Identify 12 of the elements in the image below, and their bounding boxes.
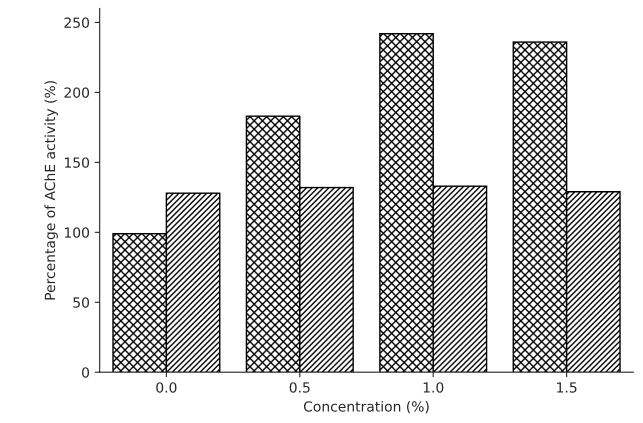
y-tick-label: 50: [73, 297, 90, 308]
x-tick-label: 1.5: [557, 382, 576, 393]
y-tick-label: 100: [64, 227, 90, 238]
x-tick-label: 0.5: [290, 382, 310, 393]
y-tick-label: 200: [64, 87, 90, 98]
y-axis-title: Percentage of AChE activity (%): [44, 81, 58, 300]
x-axis-title: Concentration (%): [304, 400, 429, 414]
x-tick-label: 0.0: [156, 382, 176, 393]
y-tick-label: 150: [64, 157, 90, 168]
x-tick-label: 1.0: [424, 382, 444, 393]
y-tick-label: 0: [82, 367, 90, 378]
y-tick-label: 250: [64, 17, 90, 28]
